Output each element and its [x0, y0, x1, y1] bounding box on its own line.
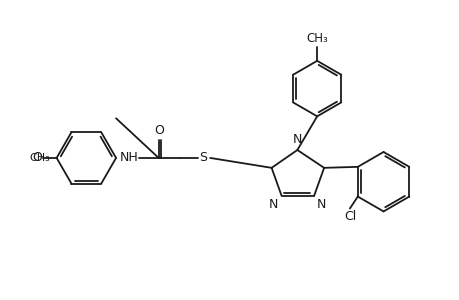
Text: CH₃: CH₃ — [306, 32, 327, 45]
Text: Cl: Cl — [343, 210, 355, 224]
Text: NH: NH — [120, 152, 139, 164]
Text: N: N — [269, 198, 278, 211]
Text: O: O — [32, 152, 42, 164]
Text: N: N — [292, 133, 302, 146]
Text: O: O — [154, 124, 164, 137]
Text: S: S — [199, 152, 207, 164]
Text: CH₃: CH₃ — [30, 153, 50, 163]
Text: N: N — [317, 198, 326, 211]
